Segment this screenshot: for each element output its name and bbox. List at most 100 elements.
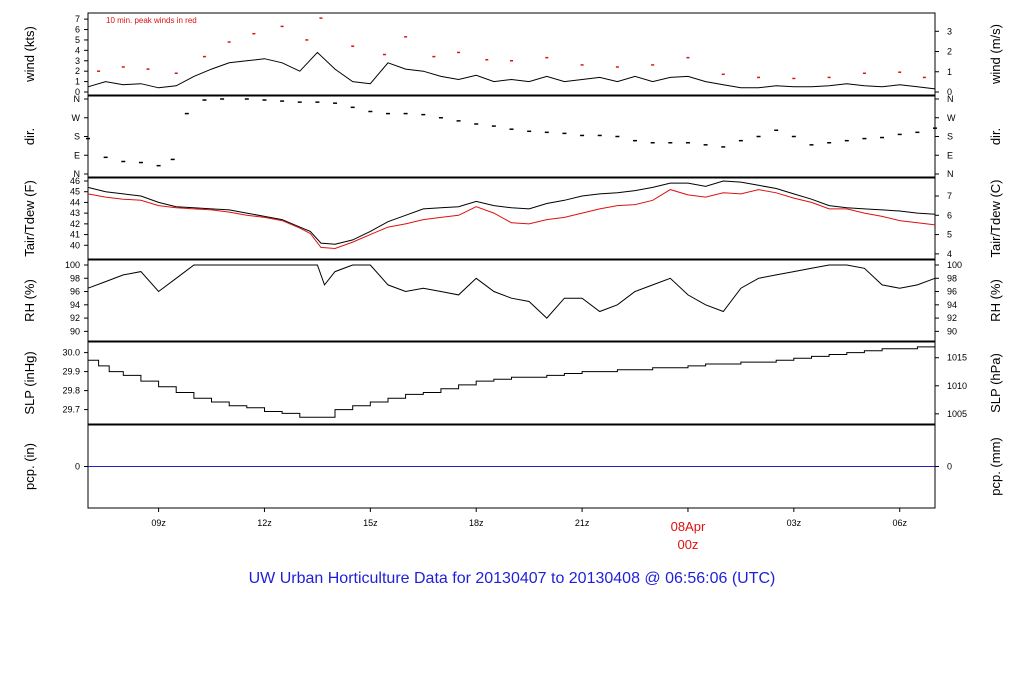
x-tick-label: 21z <box>575 518 590 528</box>
y-tick-label-left: 98 <box>70 273 80 283</box>
y-tick-label-left: 46 <box>70 176 80 186</box>
y-axis-title-right: pcp. (mm) <box>988 437 1003 496</box>
y-axis-title-right: dir. <box>988 128 1003 145</box>
x-axis: 09z 12z 15z 18z 21z 03z 06z 08Apr 00z <box>151 508 907 552</box>
x-tick-label: 12z <box>257 518 272 528</box>
y-tick-label-left: N <box>74 169 81 179</box>
panel-frame <box>87 341 936 425</box>
y-tick-label-right: 0 <box>947 462 952 472</box>
y-tick-label-right: 5 <box>947 230 952 240</box>
y-tick-label-left: 44 <box>70 197 80 207</box>
y-tick-label-right: 3 <box>947 26 952 36</box>
y-tick-label-right: 7 <box>947 191 952 201</box>
y-tick-label-right: E <box>947 150 953 160</box>
series-temp-0 <box>87 180 936 245</box>
y-tick-label-left: 7 <box>75 14 80 24</box>
y-axis-title-left: Tair/Tdew (F) <box>22 180 37 257</box>
y-tick-label-left: 0 <box>75 462 80 472</box>
panel-slp: 29.7 29.8 29.9 30.0 1005 1010 1015 SLP (inHg) SL… <box>22 341 1003 425</box>
y-axis-title-right: Tair/Tdew (C) <box>988 179 1003 257</box>
y-tick-label-left: W <box>72 113 81 123</box>
y-tick-label-right: 96 <box>947 287 957 297</box>
y-tick-label-left: 6 <box>75 25 80 35</box>
series-temp-1 <box>87 189 936 250</box>
panel-frame <box>87 177 936 260</box>
series-line <box>87 189 936 250</box>
y-tick-label-left: S <box>74 132 80 142</box>
y-tick-label-right: 1015 <box>947 353 967 363</box>
series-wind-1 <box>97 17 926 80</box>
y-tick-label-left: 100 <box>65 260 80 270</box>
y-tick-label-right: 2 <box>947 47 952 57</box>
series-rh-0 <box>87 264 936 319</box>
x-tick-label: 09z <box>151 518 166 528</box>
y-tick-label-right: 1010 <box>947 381 967 391</box>
panel-frame <box>87 95 936 178</box>
y-tick-label-right: S <box>947 132 953 142</box>
y-axis-title-left: pcp. (in) <box>22 443 37 490</box>
y-tick-label-left: 90 <box>70 326 80 336</box>
y-tick-label-left: E <box>74 150 80 160</box>
y-tick-label-left: 1 <box>75 77 80 87</box>
y-tick-label-right: 0 <box>947 87 952 97</box>
y-tick-label-right: 6 <box>947 210 952 220</box>
y-tick-label-left: 29.8 <box>62 386 80 396</box>
y-tick-label-left: 4 <box>75 45 80 55</box>
panel-frame <box>87 259 936 342</box>
y-axis-title-left: dir. <box>22 128 37 145</box>
y-tick-label-left: 30.0 <box>62 348 80 358</box>
y-axis-title-left: SLP (inHg) <box>22 351 37 414</box>
y-axis-title-left: RH (%) <box>22 279 37 322</box>
series-dir-0 <box>86 98 937 167</box>
y-axis-title-right: RH (%) <box>988 279 1003 322</box>
y-tick-label-right: 94 <box>947 300 957 310</box>
y-tick-label-right: 1005 <box>947 409 967 419</box>
y-tick-label-left: 41 <box>70 230 80 240</box>
y-tick-label-right: 1 <box>947 67 952 77</box>
y-tick-label-left: 3 <box>75 56 80 66</box>
y-tick-label-left: 94 <box>70 300 80 310</box>
series-wind-0 <box>87 51 936 90</box>
y-tick-label-right: N <box>947 94 954 104</box>
y-axis-title-right: wind (m/s) <box>988 24 1003 85</box>
y-tick-label-left: 45 <box>70 187 80 197</box>
y-tick-label-left: 5 <box>75 35 80 45</box>
y-tick-label-right: W <box>947 113 956 123</box>
x-tick-label: 15z <box>363 518 378 528</box>
panel-pcp: 0 0 pcp. (in) pcp. (mm) <box>22 424 1003 509</box>
y-tick-label-left: 92 <box>70 313 80 323</box>
y-tick-label-left: 40 <box>70 240 80 250</box>
date-tick-label: 08Apr <box>671 519 706 534</box>
y-tick-label-right: 90 <box>947 326 957 336</box>
y-tick-label-left: 2 <box>75 66 80 76</box>
x-tick-label: 18z <box>469 518 484 528</box>
y-tick-label-left: 96 <box>70 287 80 297</box>
series-line <box>87 264 936 319</box>
y-tick-label-left: N <box>74 94 81 104</box>
series-slp-0 <box>88 346 935 418</box>
peak-wind-annotation: 10 min. peak winds in red <box>106 16 197 25</box>
y-tick-label-left: 43 <box>70 208 80 218</box>
series-line <box>88 346 935 418</box>
chart-title: UW Urban Horticulture Data for 20130407 … <box>249 570 776 587</box>
panel-rh: 90 92 94 96 98 100 90 92 94 96 98 100 RH (%) RH (%) <box>22 259 1003 342</box>
series-line <box>87 51 936 90</box>
y-tick-label-right: 98 <box>947 273 957 283</box>
y-tick-label-left: 0 <box>75 87 80 97</box>
y-tick-label-left: 42 <box>70 219 80 229</box>
y-tick-label-right: 4 <box>947 249 952 259</box>
y-tick-label-left: 29.7 <box>62 405 80 415</box>
y-axis-title-right: SLP (hPa) <box>988 353 1003 413</box>
date-tick-hour: 00z <box>677 537 698 552</box>
x-tick-label: 03z <box>787 518 802 528</box>
x-tick-label: 06z <box>892 518 907 528</box>
panel-frame <box>87 12 936 96</box>
y-tick-label-right: 92 <box>947 313 957 323</box>
y-tick-label-left: 29.9 <box>62 367 80 377</box>
y-tick-label-right: 100 <box>947 260 962 270</box>
y-tick-label-right: N <box>947 169 954 179</box>
